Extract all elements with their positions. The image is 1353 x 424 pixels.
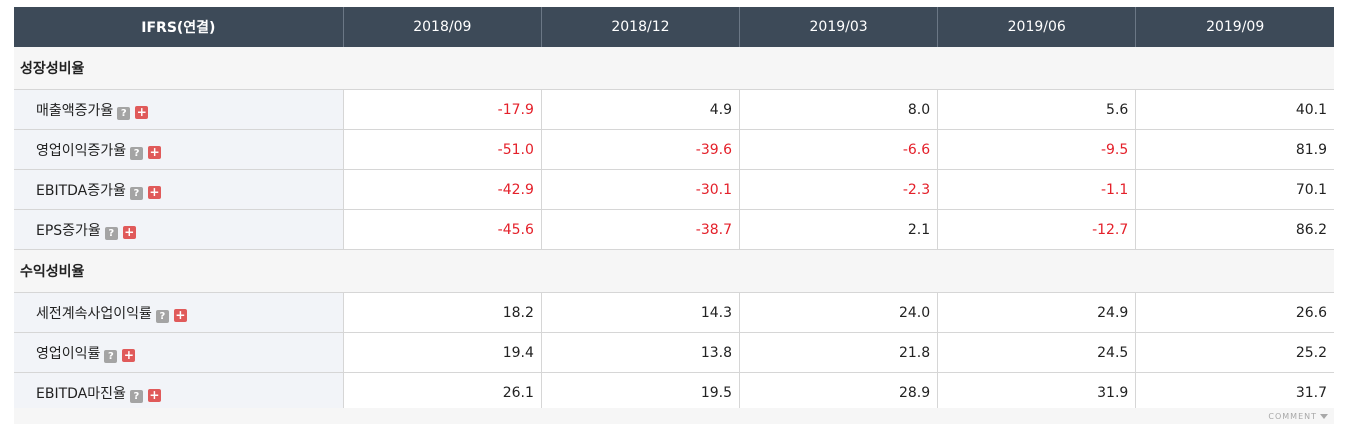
- expand-icon[interactable]: +: [173, 307, 187, 322]
- value-cell: 40.1: [1135, 89, 1334, 130]
- value-cell: 31.7: [1135, 372, 1334, 413]
- value-cell: 81.9: [1135, 129, 1334, 170]
- help-icon[interactable]: ?: [130, 146, 144, 160]
- value-cell: 26.6: [1135, 292, 1334, 333]
- section-title: 수익성비율: [14, 249, 1334, 293]
- row-label-cell: 매출액증가율? +: [14, 89, 344, 130]
- value-cell: -1.1: [937, 169, 1137, 210]
- expand-icon[interactable]: +: [147, 387, 161, 402]
- header-period: 2018/09: [343, 7, 542, 47]
- row-label: 영업이익증가율: [36, 142, 127, 159]
- expand-icon[interactable]: +: [122, 347, 136, 362]
- row-label: EBITDA증가율: [36, 182, 126, 199]
- value-cell: -30.1: [541, 169, 741, 210]
- comment-toggle[interactable]: COMMENT: [1268, 412, 1328, 421]
- value-cell: 86.2: [1135, 209, 1334, 250]
- expand-icon[interactable]: +: [122, 224, 136, 239]
- value-cell: -42.9: [343, 169, 542, 210]
- section-title: 성장성비율: [14, 47, 1334, 90]
- header-row: IFRS(연결) 2018/09 2018/12 2019/03 2019/06…: [14, 7, 1334, 47]
- table-row: EPS증가율? + -45.6 -38.7 2.1 -12.7 86.2: [14, 209, 1334, 250]
- value-cell: 13.8: [541, 332, 741, 373]
- value-cell: 24.9: [937, 292, 1137, 333]
- table-row: 세전계속사업이익률? +18.2 14.3 24.0 24.9 26.6: [14, 292, 1334, 333]
- table-row: 영업이익증가율? + -51.0 -39.6 -6.6 -9.5 81.9: [14, 129, 1334, 170]
- value-cell: -38.7: [541, 209, 741, 250]
- header-period: 2019/03: [739, 7, 939, 47]
- value-cell: 19.4: [343, 332, 542, 373]
- expand-icon[interactable]: +: [147, 184, 161, 199]
- help-icon[interactable]: ?: [104, 349, 118, 363]
- value-cell: 8.0: [739, 89, 939, 130]
- value-cell: 5.6: [937, 89, 1137, 130]
- value-cell: 31.9: [937, 372, 1137, 413]
- value-cell: 21.8: [739, 332, 939, 373]
- row-label-cell: 영업이익증가율? +: [14, 129, 344, 170]
- value-cell: -51.0: [343, 129, 542, 170]
- header-ifrs: IFRS(연결): [14, 7, 344, 47]
- value-cell: -2.3: [739, 169, 939, 210]
- value-cell: -17.9: [343, 89, 542, 130]
- section-row: 성장성비율: [14, 47, 1334, 90]
- value-cell: -12.7: [937, 209, 1137, 250]
- value-cell: 70.1: [1135, 169, 1334, 210]
- header-period: 2019/09: [1135, 7, 1334, 47]
- header-period: 2018/12: [541, 7, 741, 47]
- value-cell: 24.0: [739, 292, 939, 333]
- row-label: EPS증가율: [36, 222, 101, 239]
- value-cell: -45.6: [343, 209, 542, 250]
- table-row: 매출액증가율? + -17.9 4.9 8.0 5.6 40.1: [14, 89, 1334, 130]
- value-cell: 25.2: [1135, 332, 1334, 373]
- row-label-cell: EBITDA증가율? +: [14, 169, 344, 210]
- value-cell: 26.1: [343, 372, 542, 413]
- value-cell: 14.3: [541, 292, 741, 333]
- value-cell: 24.5: [937, 332, 1137, 373]
- table-row: 영업이익률? +19.4 13.8 21.8 24.5 25.2: [14, 332, 1334, 373]
- table-footer: COMMENT: [14, 408, 1334, 424]
- value-cell: -9.5: [937, 129, 1137, 170]
- financial-ratio-table-wrapper: IFRS(연결) 2018/09 2018/12 2019/03 2019/06…: [14, 7, 1334, 413]
- value-cell: 19.5: [541, 372, 741, 413]
- row-label-cell: EPS증가율? +: [14, 209, 344, 250]
- value-cell: 2.1: [739, 209, 939, 250]
- help-icon[interactable]: ?: [129, 389, 143, 403]
- expand-icon[interactable]: +: [135, 104, 149, 119]
- value-cell: -6.6: [739, 129, 939, 170]
- row-label: 매출액증가율: [36, 102, 114, 119]
- chevron-down-icon: [1320, 414, 1328, 419]
- row-label-cell: 세전계속사업이익률? +: [14, 292, 344, 333]
- row-label: 세전계속사업이익률: [36, 305, 152, 322]
- row-label-cell: EBITDA마진율? +: [14, 372, 344, 413]
- table-row: EBITDA증가율? + -42.9 -30.1 -2.3 -1.1 70.1: [14, 169, 1334, 210]
- row-label-cell: 영업이익률? +: [14, 332, 344, 373]
- help-icon[interactable]: ?: [129, 186, 143, 200]
- value-cell: 28.9: [739, 372, 939, 413]
- help-icon[interactable]: ?: [117, 106, 131, 120]
- header-period: 2019/06: [937, 7, 1137, 47]
- table-row: EBITDA마진율? +26.1 19.5 28.9 31.9 31.7: [14, 372, 1334, 413]
- expand-icon[interactable]: +: [148, 144, 162, 159]
- financial-ratio-table: IFRS(연결) 2018/09 2018/12 2019/03 2019/06…: [14, 7, 1334, 413]
- help-icon[interactable]: ?: [155, 309, 169, 323]
- row-label: EBITDA마진율: [36, 385, 126, 402]
- value-cell: -39.6: [541, 129, 741, 170]
- value-cell: 18.2: [343, 292, 542, 333]
- section-row: 수익성비율: [14, 249, 1334, 293]
- help-icon[interactable]: ?: [104, 226, 118, 240]
- comment-label: COMMENT: [1268, 412, 1317, 421]
- value-cell: 4.9: [541, 89, 741, 130]
- row-label: 영업이익률: [36, 345, 101, 362]
